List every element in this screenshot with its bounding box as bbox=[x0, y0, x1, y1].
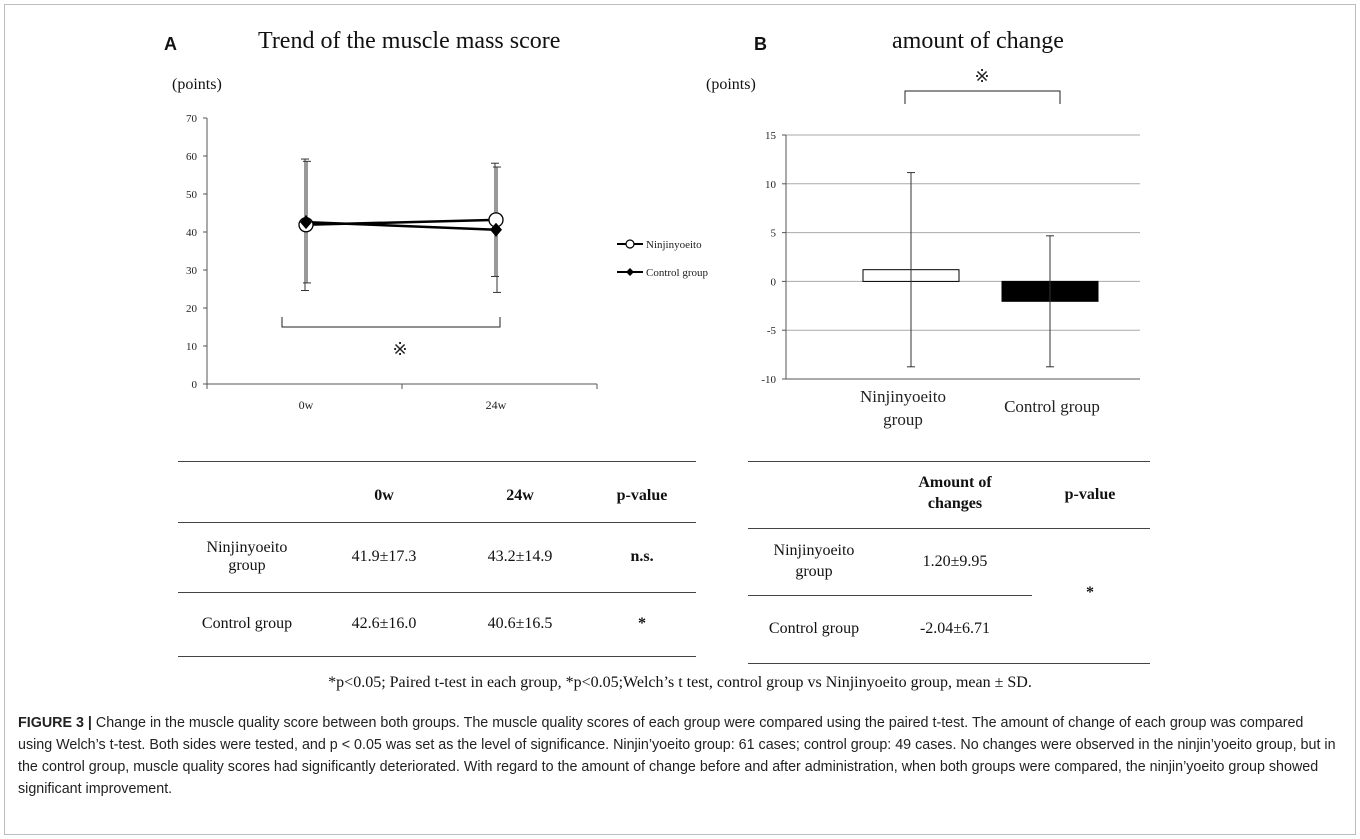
panel-a-title: Trend of the muscle mass score bbox=[258, 28, 561, 54]
y-tick-label: 60 bbox=[186, 151, 198, 163]
significance-mark: ※ bbox=[974, 66, 989, 86]
legend-marker-diamond bbox=[626, 268, 634, 276]
table-b-cell-change: -2.04±6.71 bbox=[919, 620, 991, 637]
header-change-line2: changes bbox=[927, 495, 983, 512]
table-a-top-rule bbox=[178, 461, 696, 462]
table-row: Control group 42.6±16.0 40.6±16.5 * bbox=[178, 592, 696, 656]
group-name-line1: Ninjinyoeito bbox=[773, 542, 855, 559]
y-tick-label: 0 bbox=[192, 379, 198, 391]
y-tick-label: 5 bbox=[771, 228, 777, 240]
group-name-line2: group bbox=[795, 563, 833, 580]
x-tick-label: Control group bbox=[1004, 397, 1100, 416]
table-a-header-row: 0w 24w p-value bbox=[178, 470, 696, 522]
group-name-line1: Ninjinyoeito bbox=[206, 539, 288, 556]
significance-bracket bbox=[281, 317, 501, 328]
series-line bbox=[305, 220, 497, 231]
table-a-row-group: Ninjinyoeito group bbox=[178, 522, 316, 592]
panel-b-title: amount of change bbox=[892, 28, 1064, 54]
table-b-row-rule bbox=[748, 595, 1032, 596]
table-b-row-group: Control group bbox=[768, 620, 860, 637]
table-b-bottom-rule bbox=[748, 663, 1150, 664]
table-b-header-p: p-value bbox=[1064, 486, 1116, 503]
table-a-header-24w: 24w bbox=[506, 486, 534, 504]
table-a-header-p: p-value bbox=[616, 486, 668, 504]
table-b-header-change: Amount of changes bbox=[880, 472, 1030, 514]
table-a-cell-p: n.s. bbox=[630, 548, 654, 565]
panel-b-ylabel: (points) bbox=[706, 76, 756, 93]
table-a-cell-0w: 42.6±16.0 bbox=[351, 615, 417, 632]
caption-label: FIGURE 3 | bbox=[18, 715, 92, 731]
table-a-cell-24w: 40.6±16.5 bbox=[487, 615, 553, 632]
y-tick-label: -10 bbox=[761, 374, 776, 386]
y-tick-label: 15 bbox=[765, 130, 777, 142]
legend-marker-circle bbox=[625, 239, 635, 249]
figure-frame bbox=[4, 4, 1356, 835]
table-a-cell-p: * bbox=[638, 615, 646, 632]
y-tick-label: 0 bbox=[771, 276, 777, 288]
table-a-cell-24w: 43.2±14.9 bbox=[487, 548, 553, 565]
y-tick-label: 40 bbox=[186, 227, 198, 239]
chart-a-svg: 0 10 20 30 40 50 60 70 0w 24w ※ Ninjinyoeito Control… bbox=[186, 113, 709, 412]
significance-mark: ※ bbox=[392, 339, 407, 359]
y-tick-label: 20 bbox=[186, 303, 198, 315]
table-b-cell-p: * bbox=[1086, 584, 1094, 601]
y-tick-label: 70 bbox=[186, 113, 198, 125]
table-a-header-0w: 0w bbox=[374, 486, 394, 504]
table-b-top-rule bbox=[748, 461, 1150, 462]
panel-b-label: B bbox=[754, 34, 767, 54]
table-a: 0w 24w p-value Ninjinyoeito group 41.9±1… bbox=[178, 470, 696, 657]
table-b-cell-change: 1.20±9.95 bbox=[922, 553, 988, 570]
caption-text: Change in the muscle quality score betwe… bbox=[18, 715, 1336, 797]
y-tick-label: -5 bbox=[767, 325, 777, 337]
legend-label: Ninjinyoeito bbox=[646, 239, 702, 251]
y-tick-label: 10 bbox=[186, 341, 198, 353]
footnote: *p<0.05; Paired t-test in each group, *p… bbox=[328, 674, 1032, 691]
table-b-header-rule bbox=[748, 528, 1150, 529]
panel-a-label: A bbox=[164, 34, 177, 54]
table-row: Ninjinyoeito group 41.9±17.3 43.2±14.9 n… bbox=[178, 522, 696, 592]
panel-a-ylabel: (points) bbox=[172, 76, 222, 93]
group-name-line2: group bbox=[228, 557, 266, 574]
significance-bracket bbox=[904, 90, 1061, 104]
data-point-diamond bbox=[300, 215, 312, 230]
header-change-line1: Amount of bbox=[918, 474, 992, 491]
legend-label: Control group bbox=[646, 267, 709, 279]
y-tick-label: 50 bbox=[186, 189, 198, 201]
table-a-cell-0w: 41.9±17.3 bbox=[351, 548, 417, 565]
chart-b-svg: -10 -5 0 5 10 15 Ninjinyoeito group Control grou… bbox=[761, 66, 1140, 429]
x-tick-label: group bbox=[883, 410, 923, 429]
data-point-diamond bbox=[490, 222, 502, 237]
x-tick-label: 24w bbox=[486, 398, 507, 412]
y-tick-label: 10 bbox=[765, 179, 777, 191]
table-a-row-group: Control group bbox=[201, 615, 293, 632]
table-b-row-group: Ninjinyoeito group bbox=[748, 540, 880, 582]
x-tick-label: 0w bbox=[299, 398, 314, 412]
x-tick-label: Ninjinyoeito bbox=[860, 387, 946, 406]
figure-caption: FIGURE 3 | Change in the muscle quality … bbox=[18, 712, 1338, 800]
y-tick-label: 30 bbox=[186, 265, 198, 277]
